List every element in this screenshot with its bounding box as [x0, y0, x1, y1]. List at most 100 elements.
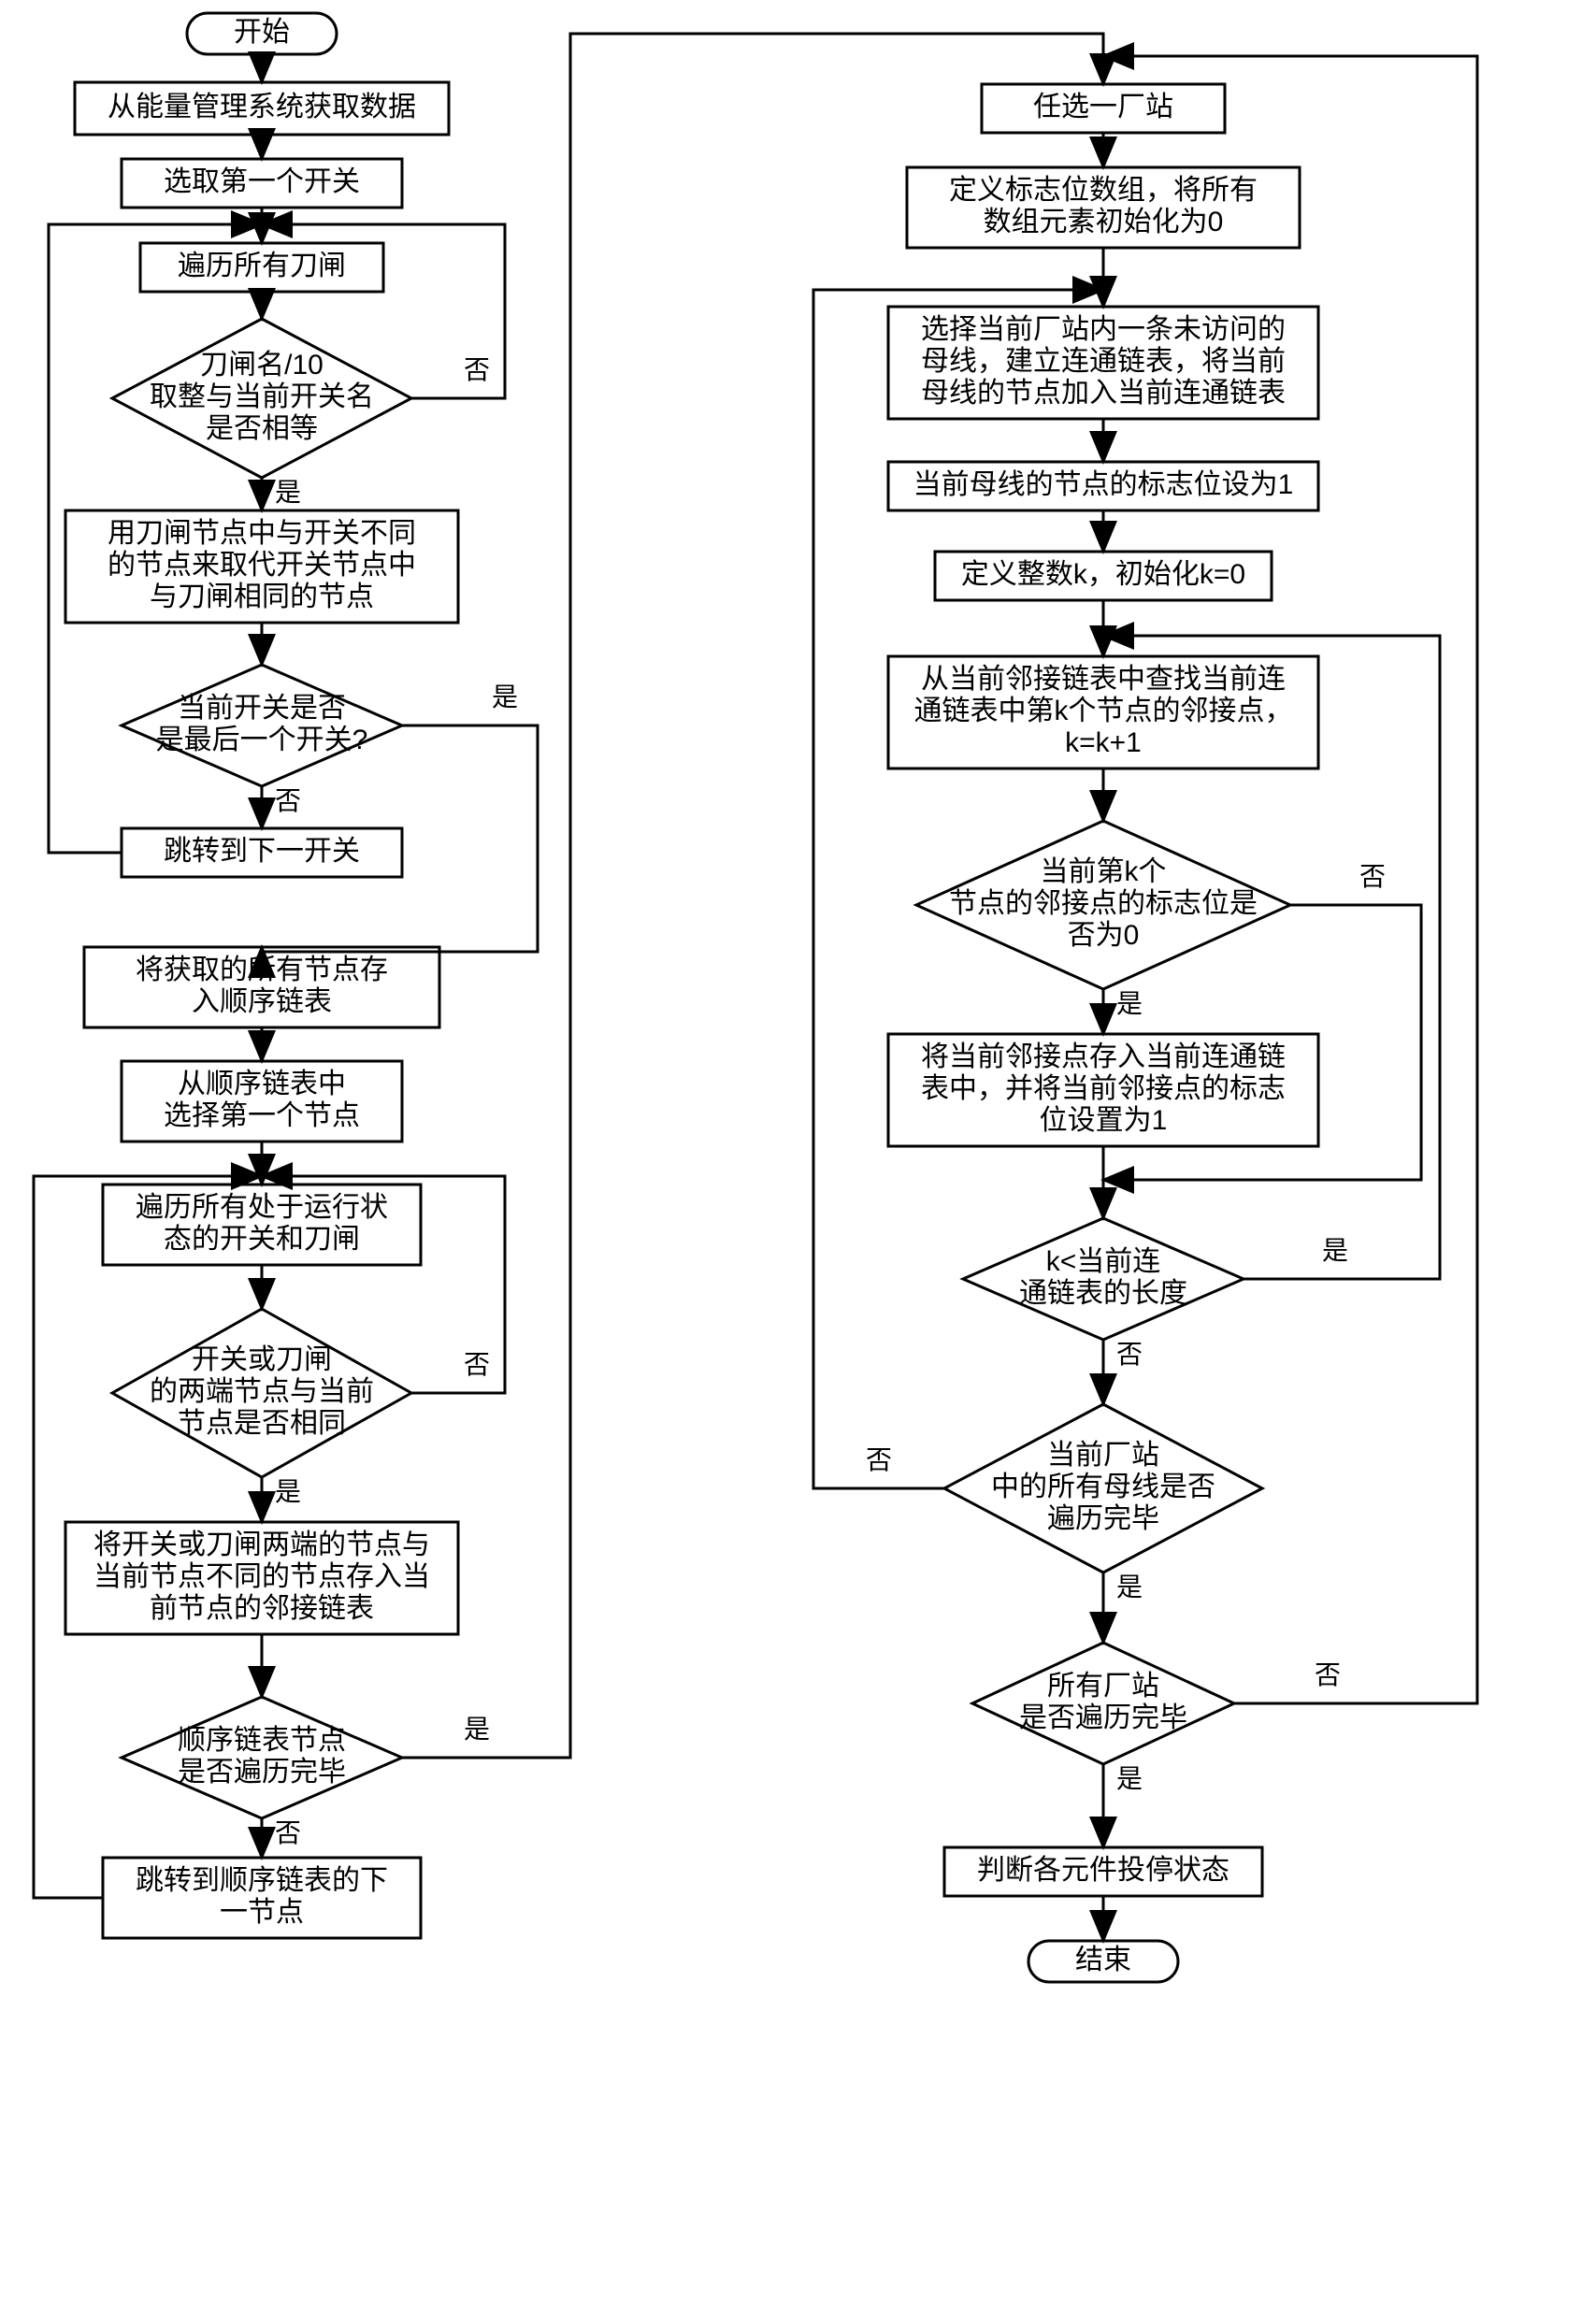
node-text: 当前节点不同的节点存入当: [93, 1561, 430, 1592]
node-text: 母线的节点加入当前连通链表: [921, 378, 1286, 409]
node-text: 从顺序链表中: [178, 1069, 346, 1099]
node-text: 当前母线的节点的标志位设为1: [913, 469, 1294, 500]
node-text: 开关或刀闸: [192, 1344, 332, 1375]
edge-label: 否: [1315, 1660, 1341, 1689]
node-text: 遍历所有处于运行状: [136, 1192, 388, 1223]
node-text: 定义标志位数组，将所有: [949, 175, 1258, 206]
node-text: 的节点来取代开关节点中: [108, 550, 416, 581]
node-text: 否为0: [1068, 920, 1140, 951]
node-text: k=k+1: [1065, 727, 1142, 758]
node-n5: 跳转到下一开关: [122, 828, 402, 877]
edge-label: 是: [1322, 1236, 1348, 1265]
node-text: 母线，建立连通链表，将当前: [921, 346, 1286, 377]
node-d1: 刀闸名/10取整与当前开关名是否相等: [112, 319, 411, 478]
node-text: 是最后一个开关?: [156, 725, 368, 755]
node-r4: 当前母线的节点的标志位设为1: [888, 462, 1318, 510]
node-r5: 定义整数k，初始化k=0: [935, 552, 1272, 600]
node-n6: 将获取的所有节点存入顺序链表: [84, 947, 439, 1027]
node-text: 遍历完毕: [1047, 1503, 1159, 1534]
node-text: 将当前邻接点存入当前连通链: [921, 1041, 1286, 1072]
edge-label: 否: [275, 1818, 301, 1847]
node-text: 选择第一个节点: [164, 1100, 360, 1131]
edge-label: 否: [275, 786, 301, 815]
node-r6: 从当前邻接链表中查找当前连通链表中第k个节点的邻接点，k=k+1: [888, 656, 1318, 768]
node-text: 是否遍历完毕: [1019, 1702, 1187, 1733]
node-start: 开始: [187, 13, 337, 54]
node-text: 节点是否相同: [178, 1408, 346, 1439]
edge-label: 是: [464, 1715, 490, 1744]
node-r7: 将当前邻接点存入当前连通链表中，并将当前邻接点的标志位设置为1: [888, 1034, 1318, 1146]
node-text: 当前厂站: [1047, 1440, 1159, 1471]
flowchart-canvas: 开始从能量管理系统获取数据选取第一个开关遍历所有刀闸刀闸名/10取整与当前开关名…: [0, 0, 1596, 2298]
node-r2: 定义标志位数组，将所有数组元素初始化为0: [907, 167, 1300, 248]
node-text: 遍历所有刀闸: [178, 251, 346, 281]
node-text: 从能量管理系统获取数据: [108, 92, 416, 122]
node-rd3: 当前厂站中的所有母线是否遍历完毕: [944, 1404, 1262, 1573]
node-text: 用刀闸节点中与开关不同: [108, 518, 416, 549]
node-text: k<当前连: [1046, 1246, 1161, 1277]
node-text: 任选一厂站: [1033, 92, 1173, 122]
node-text: 通链表的长度: [1019, 1278, 1187, 1309]
node-text: 将开关或刀闸两端的节点与: [93, 1530, 430, 1560]
node-text: 是否相等: [206, 413, 318, 444]
node-n10: 跳转到顺序链表的下一节点: [103, 1858, 421, 1938]
node-n3: 遍历所有刀闸: [140, 243, 383, 292]
node-d3: 开关或刀闸的两端节点与当前节点是否相同: [112, 1309, 411, 1477]
node-text: 选取第一个开关: [164, 166, 360, 197]
edge-label: 否: [1116, 1340, 1143, 1369]
node-text: 结束: [1075, 1945, 1131, 1975]
edge-label: 是: [1116, 989, 1143, 1018]
node-text: 将获取的所有节点存: [136, 955, 388, 985]
node-text: 当前第k个: [1041, 856, 1167, 887]
edge-label: 否: [464, 355, 490, 384]
node-text: 位设置为1: [1040, 1105, 1168, 1136]
node-n4: 用刀闸节点中与开关不同的节点来取代开关节点中与刀闸相同的节点: [65, 510, 458, 623]
node-rd4: 所有厂站是否遍历完毕: [972, 1643, 1234, 1764]
edge-label: 否: [464, 1350, 490, 1379]
node-text: 定义整数k，初始化k=0: [961, 559, 1245, 590]
node-text: 刀闸名/10: [200, 350, 324, 381]
node-text: 节点的邻接点的标志位是: [949, 888, 1258, 919]
node-r1: 任选一厂站: [982, 84, 1225, 133]
node-d2: 当前开关是否是最后一个开关?: [122, 665, 402, 786]
node-n1: 从能量管理系统获取数据: [75, 82, 449, 135]
node-n2: 选取第一个开关: [122, 159, 402, 208]
edge-label: 否: [866, 1445, 892, 1474]
node-text: 一节点: [220, 1897, 304, 1928]
node-rd1: 当前第k个节点的邻接点的标志位是否为0: [916, 821, 1290, 989]
edge-loop: [1103, 636, 1440, 1279]
node-r3: 选择当前厂站内一条未访问的母线，建立连通链表，将当前母线的节点加入当前连通链表: [888, 307, 1318, 419]
node-text: 跳转到下一开关: [164, 836, 360, 867]
edge-label: 是: [492, 682, 518, 711]
node-text: 从当前邻接链表中查找当前连: [921, 664, 1286, 695]
node-n9: 将开关或刀闸两端的节点与当前节点不同的节点存入当前节点的邻接链表: [65, 1522, 458, 1634]
node-text: 表中，并将当前邻接点的标志: [921, 1073, 1286, 1104]
node-text: 当前开关是否: [178, 693, 346, 724]
node-text: 中的所有母线是否: [991, 1472, 1215, 1502]
node-text: 选择当前厂站内一条未访问的: [921, 314, 1286, 345]
node-text: 判断各元件投停状态: [977, 1855, 1229, 1886]
node-text: 开始: [234, 17, 290, 48]
node-end: 结束: [1028, 1941, 1178, 1982]
edge-label: 是: [275, 1477, 301, 1506]
node-text: 入顺序链表: [192, 986, 332, 1017]
node-text: 取整与当前开关名: [150, 381, 374, 412]
node-text: 数组元素初始化为0: [984, 207, 1224, 237]
edge-label: 是: [275, 478, 301, 507]
edge-label: 是: [1116, 1573, 1143, 1601]
node-r8: 判断各元件投停状态: [944, 1847, 1262, 1896]
node-text: 所有厂站: [1047, 1671, 1159, 1702]
node-d4: 顺序链表节点是否遍历完毕: [122, 1697, 402, 1818]
node-rd2: k<当前连通链表的长度: [963, 1218, 1244, 1340]
edge-label: 否: [1359, 862, 1386, 891]
node-text: 前节点的邻接链表: [150, 1593, 374, 1624]
node-text: 的两端节点与当前: [150, 1376, 374, 1407]
node-text: 顺序链表节点: [178, 1725, 346, 1756]
node-text: 态的开关和刀闸: [164, 1224, 360, 1255]
node-text: 是否遍历完毕: [178, 1757, 346, 1788]
node-n7: 从顺序链表中选择第一个节点: [122, 1061, 402, 1142]
edge-label: 是: [1116, 1764, 1143, 1793]
node-n8: 遍历所有处于运行状态的开关和刀闸: [103, 1185, 421, 1265]
node-text: 通链表中第k个节点的邻接点，: [914, 696, 1293, 726]
node-text: 跳转到顺序链表的下: [136, 1865, 388, 1896]
